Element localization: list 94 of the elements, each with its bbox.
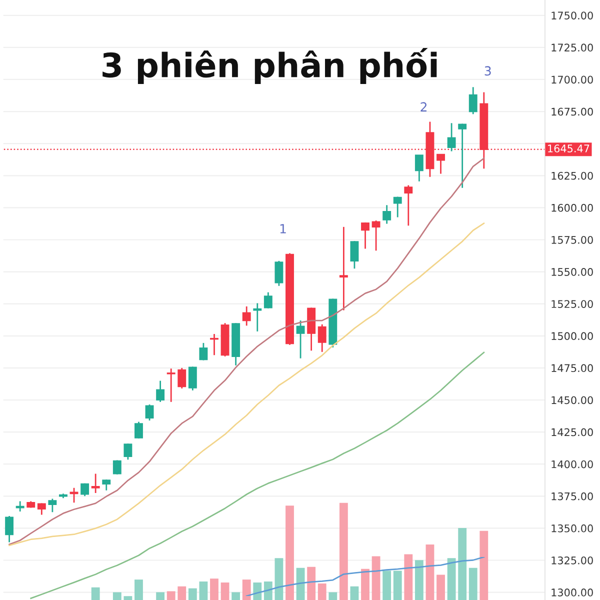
y-tick-label: 1600.00 (552, 204, 593, 212)
text: 3 phiên phân phối (102, 48, 437, 84)
bar (426, 544, 434, 600)
candlestick (199, 342, 208, 361)
bar (166, 591, 176, 600)
candlestick (91, 473, 100, 494)
bar (350, 586, 359, 600)
candlestick (318, 324, 326, 353)
candlestick (339, 226, 348, 311)
bar (339, 502, 348, 600)
y-tick-label: 1725.00 (552, 44, 593, 52)
line-series (30, 352, 485, 600)
annotation: 2 (420, 102, 426, 112)
y-tick-label: 1350.00 (552, 524, 593, 532)
candlestick (112, 460, 122, 476)
y-tick-label: 1475.00 (552, 364, 593, 372)
candlestick (361, 222, 370, 250)
candlestick (436, 154, 445, 174)
candlestick (166, 368, 176, 403)
y-tick-label: 1400.00 (552, 460, 593, 468)
line-series (8, 222, 485, 546)
line-series (8, 158, 485, 546)
bar (156, 592, 165, 600)
bar (112, 592, 122, 600)
bar (328, 592, 338, 600)
bar (91, 587, 100, 600)
y-tick-label: 1750.00 (552, 12, 593, 20)
y-tick-label: 1300.00 (552, 588, 593, 596)
bar (361, 568, 370, 600)
bar (134, 580, 143, 600)
y-tick-label: 1325.00 (552, 556, 593, 564)
candlestick (382, 204, 392, 224)
bar (210, 578, 218, 600)
annotation: 1 (280, 224, 286, 234)
annotation: 3 (484, 66, 491, 76)
bar (232, 592, 240, 600)
y-tick-label: 1625.00 (552, 172, 593, 180)
y-tick-label: 1550.00 (552, 268, 593, 276)
bar (393, 570, 402, 600)
ref-line-label: 1645.47 (548, 144, 590, 152)
candlestick (274, 260, 284, 287)
bar (188, 588, 197, 600)
bar (447, 558, 456, 600)
bar (307, 566, 316, 600)
bar (274, 558, 284, 600)
candlestick (393, 196, 402, 218)
bar (382, 570, 392, 600)
bar (220, 582, 230, 600)
y-tick-label: 1375.00 (552, 492, 593, 500)
candlestick (372, 220, 380, 252)
bar (178, 586, 186, 600)
candlestick (350, 240, 359, 270)
y-tick-label: 1425.00 (552, 428, 593, 436)
bar (468, 568, 478, 600)
candlestick (264, 292, 272, 310)
y-tick-label: 1500.00 (552, 332, 593, 340)
candlestick (124, 442, 132, 460)
candlestick (48, 498, 57, 513)
bar (242, 580, 251, 600)
y-tick-label: 1525.00 (552, 300, 593, 308)
bar (199, 582, 208, 600)
bar (436, 574, 445, 600)
bar (253, 582, 262, 600)
bar (372, 556, 380, 600)
candlestick (80, 482, 90, 497)
bar (414, 560, 424, 600)
candlestick (414, 154, 424, 182)
candlestick (178, 367, 186, 390)
y-tick-label: 1675.00 (552, 108, 593, 116)
candlestick (134, 421, 143, 440)
candlestick (145, 404, 154, 422)
bar (458, 528, 467, 600)
candlestick (37, 502, 46, 516)
candlestick (458, 123, 467, 189)
candlestick (447, 122, 456, 152)
bar (264, 582, 272, 600)
candlestick (468, 86, 478, 115)
candlestick (156, 380, 165, 403)
y-tick-label: 1700.00 (552, 76, 593, 84)
candlestick (404, 184, 413, 226)
candlestick (210, 333, 218, 356)
bar (286, 506, 294, 600)
bar (480, 530, 488, 600)
candlestick (253, 302, 262, 332)
candlestick (5, 515, 14, 544)
bar (124, 596, 132, 600)
candlestick (188, 366, 197, 392)
candlestick (296, 320, 305, 360)
bar (296, 568, 305, 600)
bar (318, 583, 326, 600)
y-tick-label: 1450.00 (552, 396, 593, 404)
y-tick-label: 1575.00 (552, 236, 593, 244)
candlestick (242, 306, 251, 326)
bar (404, 554, 413, 600)
